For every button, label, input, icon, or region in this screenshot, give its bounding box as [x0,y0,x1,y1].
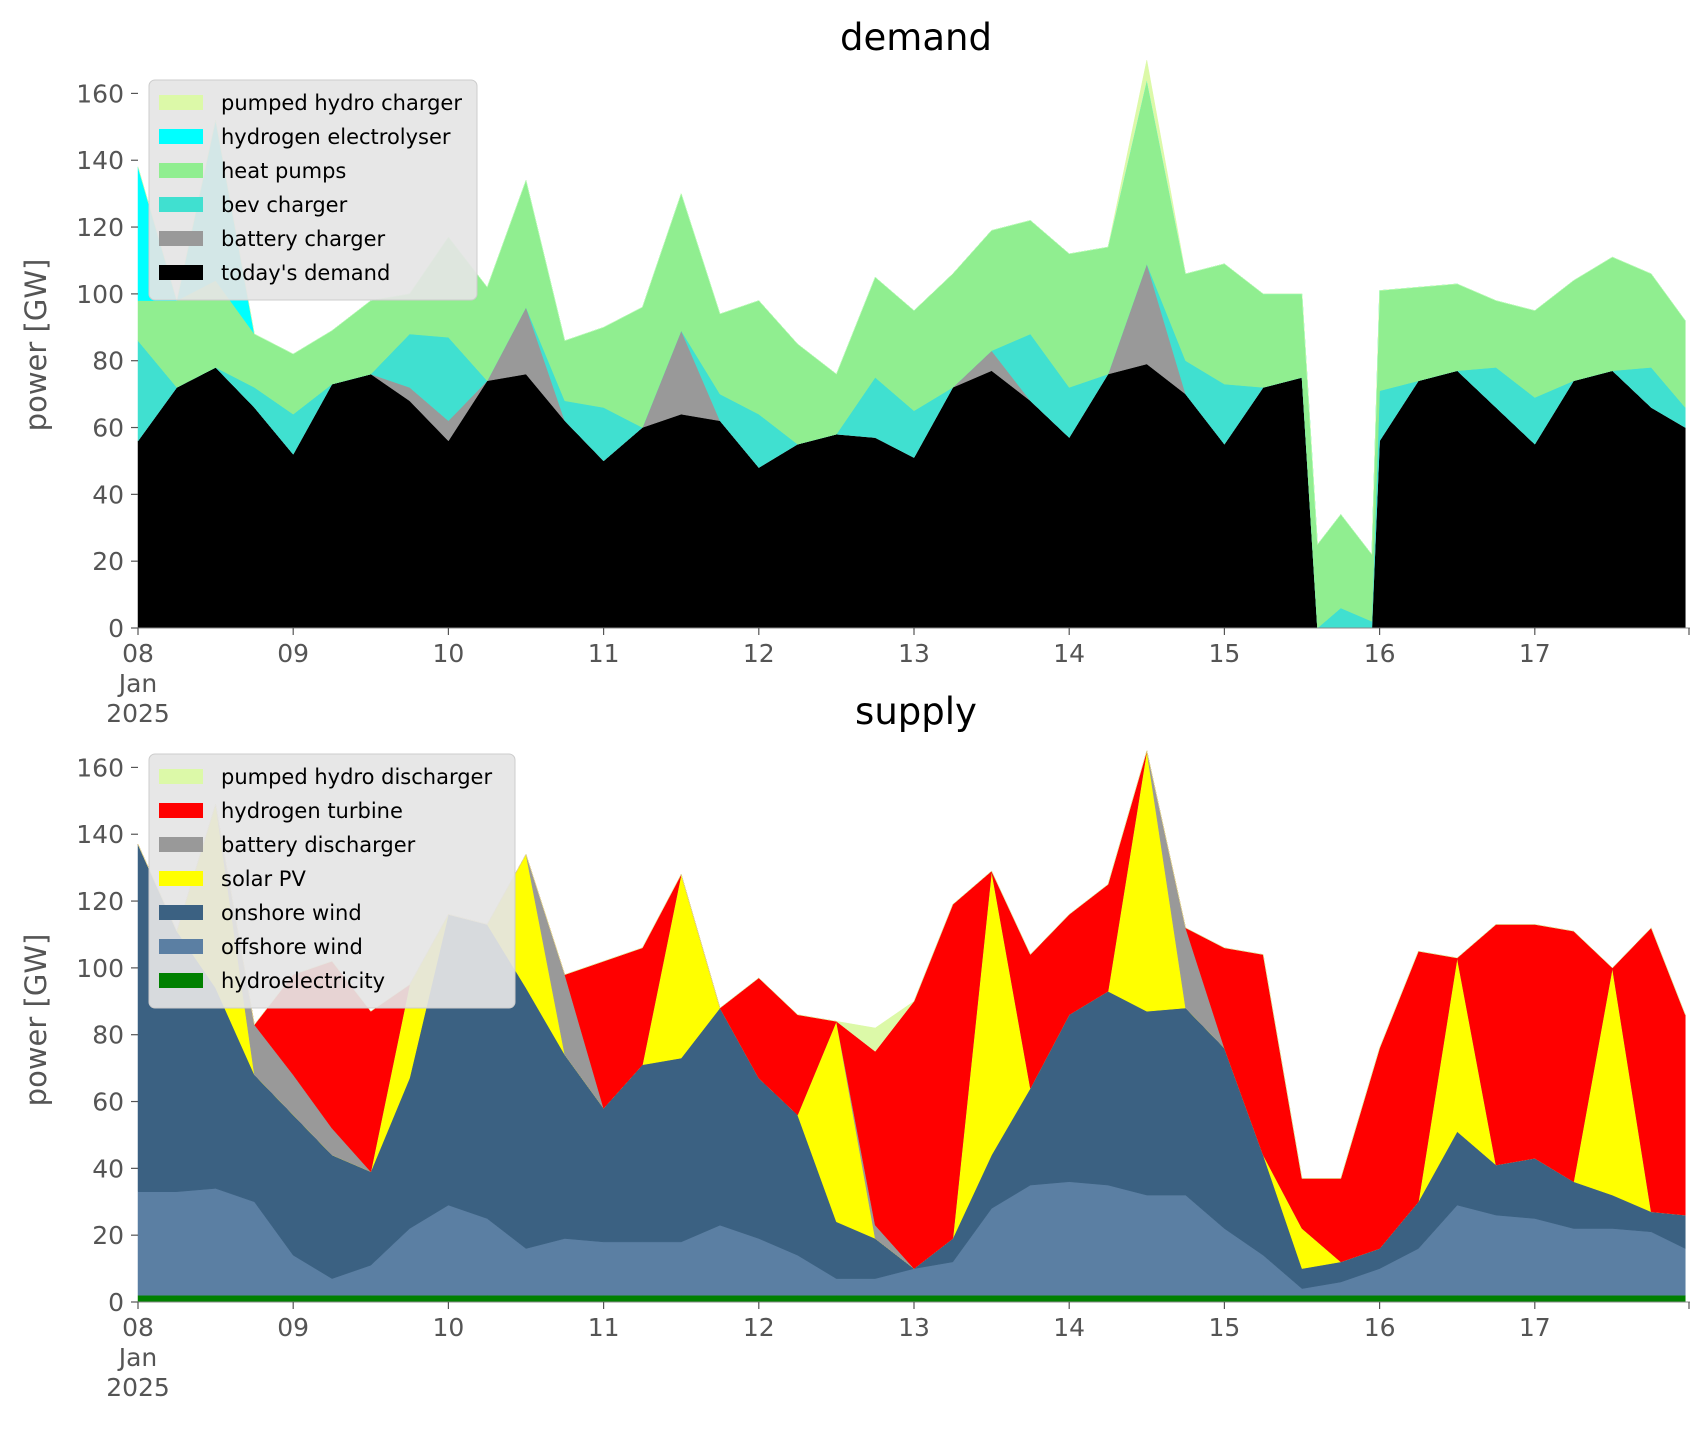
demand-legend-swatch-heat-pumps [159,163,203,178]
supply-y-tick-label: 160 [76,753,124,782]
supply-x-tick-label: 08 Jan 2025 [106,1313,170,1402]
demand-series-pumped-hydro-charger [137,59,1686,556]
supply-plot-area [137,750,1686,1303]
supply-legend-label-hydroelectricity: hydroelectricity [221,969,385,993]
supply-y-tick-label: 120 [76,887,124,916]
demand-x-tick-label: 17 [1519,639,1551,668]
supply-axes: 0 20 40 60 80 100 120 140 160 08 Jan 2025 09 10 11 12 13… [76,753,1690,1402]
demand-legend-swatch-battery-charger [159,231,203,246]
supply-legend-label-offshore-wind: offshore wind [221,935,363,959]
demand-x-tick-label: 11 [588,639,620,668]
supply-legend: pumped hydro discharger hydrogen turbine b… [148,753,516,1009]
demand-legend: pumped hydro charger hydrogen electrolyse… [148,79,478,301]
demand-chart: demand power [GW] 0204060801001201401600… [19,16,1690,728]
demand-x-tick-label: 08 Jan 2025 [106,639,170,728]
demand-legend-swatch-hydrogen-electrolyser [159,129,203,144]
demand-legend-label-bev-charger: bev charger [221,193,348,217]
demand-plot-area [137,59,1686,629]
demand-y-tick-label: 100 [76,280,124,309]
supply-y-tick-label: 0 [108,1288,124,1317]
supply-legend-swatch-hydrogen-turbine [159,803,203,818]
supply-chart: supply power [GW] 0204060801001201401600… [19,690,1690,1402]
supply-x-tick-label: 14 [1053,1313,1085,1342]
supply-chart-title: supply [855,690,977,733]
demand-y-tick-label: 120 [76,213,124,242]
demand-x-tick-label: 10 [432,639,464,668]
supply-x-tick-label: 15 [1208,1313,1240,1342]
supply-y-axis-label: power [GW] [19,934,53,1107]
supply-x-tick-label: 16 [1364,1313,1396,1342]
supply-legend-swatch-offshore-wind [159,939,203,954]
supply-y-tick-label: 20 [92,1221,124,1250]
demand-y-tick-label: 160 [76,79,124,108]
supply-series-hydroelectricity [137,1295,1686,1303]
demand-legend-swatch-bev-charger [159,197,203,212]
supply-legend-swatch-pumped-hydro-discharger [159,769,203,784]
demand-x-tick-label: 12 [743,639,775,668]
supply-legend-label-battery-discharger: battery discharger [221,833,416,857]
demand-legend-box [148,79,478,301]
demand-y-tick-label: 0 [108,614,124,643]
supply-x-tick-label: 17 [1519,1313,1551,1342]
supply-y-tick-label: 100 [76,954,124,983]
supply-x-tick-label: 12 [743,1313,775,1342]
supply-x-tick-label: 11 [588,1313,620,1342]
supply-y-tick-label: 80 [92,1021,124,1050]
demand-axes: 0 20 40 60 80 100 120 140 160 08 Jan 2025 09 10 11 12 13… [76,79,1690,728]
supply-legend-swatch-solar-pv [159,871,203,886]
supply-legend-swatch-battery-discharger [159,837,203,852]
supply-y-tick-label: 140 [76,820,124,849]
demand-legend-swatch-pumped-hydro-charger [159,95,203,110]
demand-legend-swatch-today-s-demand [159,265,203,280]
supply-x-tick-label: 13 [898,1313,930,1342]
demand-y-tick-label: 40 [92,480,124,509]
supply-y-tick-label: 40 [92,1154,124,1183]
supply-legend-swatch-hydroelectricity [159,973,203,988]
demand-x-tick-label: 15 [1208,639,1240,668]
supply-x-tick-label: 10 [432,1313,464,1342]
supply-series-pumped-hydro-discharger [137,750,1686,1179]
supply-legend-label-pumped-hydro-discharger: pumped hydro discharger [221,765,492,789]
demand-y-tick-label: 20 [92,547,124,576]
supply-y-tick-label: 60 [92,1088,124,1117]
supply-legend-label-solar-pv: solar PV [221,867,306,891]
demand-y-tick-label: 80 [92,347,124,376]
demand-chart-title: demand [840,16,992,59]
supply-x-tick-label: 09 [277,1313,309,1342]
demand-y-axis-label: power [GW] [19,259,53,432]
supply-legend-label-hydrogen-turbine: hydrogen turbine [221,799,403,823]
demand-legend-label-hydrogen-electrolyser: hydrogen electrolyser [221,125,451,149]
demand-x-tick-label: 09 [277,639,309,668]
demand-x-tick-label: 16 [1364,639,1396,668]
demand-x-tick-label: 13 [898,639,930,668]
demand-legend-label-heat-pumps: heat pumps [221,159,346,183]
supply-legend-label-onshore-wind: onshore wind [221,901,362,925]
demand-legend-label-battery-charger: battery charger [221,227,386,251]
supply-legend-swatch-onshore-wind [159,905,203,920]
demand-y-tick-label: 60 [92,414,124,443]
demand-legend-label-pumped-hydro-charger: pumped hydro charger [221,91,462,115]
demand-y-tick-label: 140 [76,146,124,175]
demand-legend-label-today-s-demand: today's demand [221,261,390,285]
demand-x-tick-label: 14 [1053,639,1085,668]
supply-legend-box [148,753,516,1009]
